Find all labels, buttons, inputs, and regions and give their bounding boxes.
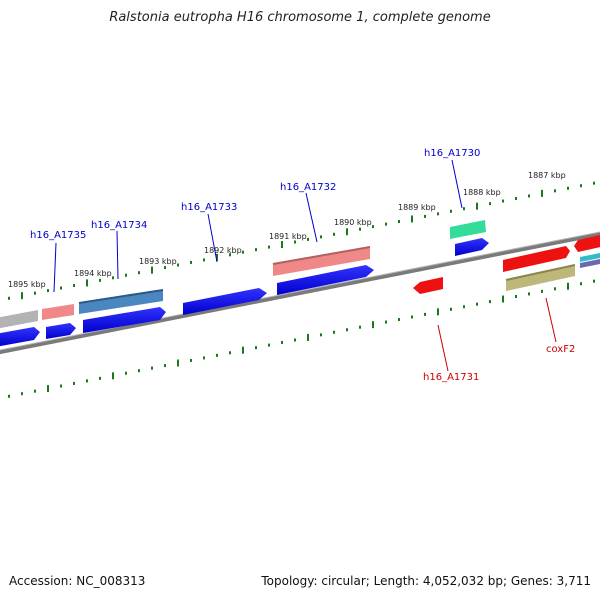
kbp-label-1895: 1895 kbp xyxy=(8,280,46,289)
chromosome-backbone xyxy=(0,231,600,355)
gene-label-h16-a1734[interactable]: h16_A1734 xyxy=(91,220,147,231)
kbp-label-1892: 1892 kbp xyxy=(204,246,242,255)
gene-arrow-left-edge[interactable] xyxy=(0,327,40,347)
kbp-label-1890: 1890 kbp xyxy=(334,218,372,227)
scale-ticks-upper xyxy=(8,181,595,300)
kbp-label-1889: 1889 kbp xyxy=(398,203,436,212)
gene-arrow-h16-a1732-lower[interactable] xyxy=(277,265,374,295)
kbp-label-1893: 1893 kbp xyxy=(139,257,177,266)
scale-ticks-lower xyxy=(8,279,595,398)
kbp-label-1888: 1888 kbp xyxy=(463,188,501,197)
gene-label-coxf2[interactable]: coxF2 xyxy=(546,344,575,355)
topology-summary: Topology: circular; Length: 4,052,032 bp… xyxy=(261,574,591,588)
gene-label-h16-a1731[interactable]: h16_A1731 xyxy=(423,372,479,383)
label-leaders xyxy=(53,159,557,372)
kbp-label-1891: 1891 kbp xyxy=(269,232,307,241)
kbp-label-1894: 1894 kbp xyxy=(74,269,112,278)
gene-label-h16-a1735[interactable]: h16_A1735 xyxy=(30,230,86,241)
gene-feature-h16-a1730[interactable] xyxy=(450,220,486,239)
gene-feature-gray[interactable] xyxy=(0,310,38,329)
gene-feature-steelblue[interactable] xyxy=(79,290,163,314)
scale-labels: 1895 kbp 1894 kbp 1893 kbp 1892 kbp 1891… xyxy=(8,171,566,289)
gene-feature-coxf2[interactable] xyxy=(506,265,575,291)
lower-feature-track xyxy=(413,264,576,294)
gene-label-h16-a1730[interactable]: h16_A1730 xyxy=(424,148,480,159)
gene-arrow-h16-a1730-lower[interactable] xyxy=(455,238,489,256)
chromosome-backbone-highlight xyxy=(0,231,600,351)
gene-feature-cyan-edge[interactable] xyxy=(580,252,600,262)
gene-feature-slate-edge[interactable] xyxy=(580,258,600,268)
map-title: Ralstonia eutropha H16 chromosome 1, com… xyxy=(109,10,491,25)
gene-feature-pink-small[interactable] xyxy=(42,304,74,320)
gene-arrow-h16-a1733[interactable] xyxy=(183,288,267,315)
upper-feature-track xyxy=(0,220,600,329)
gene-arrow-h16-a1734[interactable] xyxy=(83,307,166,333)
gene-arrow-h16-a1735[interactable] xyxy=(46,323,76,339)
gene-label-h16-a1732[interactable]: h16_A1732 xyxy=(280,182,336,193)
gene-labels: h16_A1735 h16_A1734 h16_A1733 h16_A1732 … xyxy=(30,148,575,383)
gene-feature-red-edge[interactable] xyxy=(574,234,600,252)
gene-feature-h16-a1732[interactable] xyxy=(273,247,370,276)
accession-text: Accession: NC_008313 xyxy=(9,574,146,588)
gene-label-h16-a1733[interactable]: h16_A1733 xyxy=(181,202,237,213)
gene-feature-red-right[interactable] xyxy=(503,246,570,272)
blue-feature-track xyxy=(0,238,489,347)
kbp-label-1887: 1887 kbp xyxy=(528,171,566,180)
gene-arrow-h16-a1731[interactable] xyxy=(413,277,443,294)
